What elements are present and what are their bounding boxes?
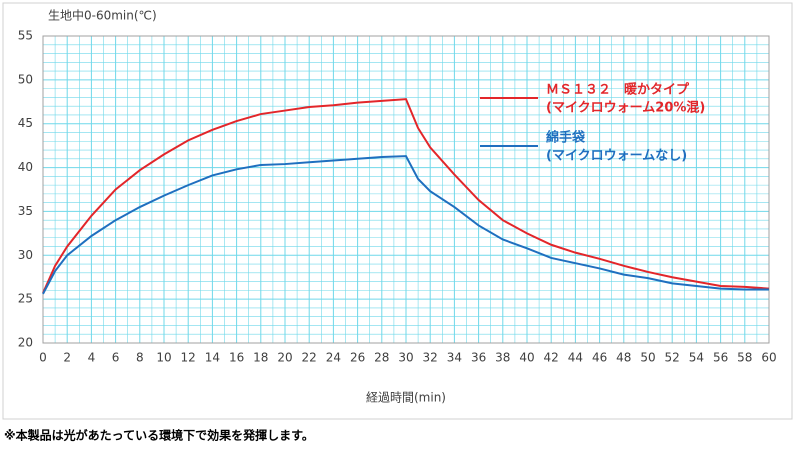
chart-title: 生地中0-60min(℃): [48, 8, 157, 23]
x-tick-label: 54: [689, 351, 704, 365]
x-tick-label: 40: [519, 351, 534, 365]
x-tick-label: 12: [181, 351, 196, 365]
x-tick-label: 48: [616, 351, 631, 365]
x-tick-label: 2: [63, 351, 71, 365]
legend-label: (マイクロウォームなし): [546, 149, 687, 164]
y-tick-label: 40: [18, 160, 33, 174]
x-tick-label: 20: [277, 351, 292, 365]
y-tick-label: 50: [18, 72, 33, 86]
x-tick-label: 0: [39, 351, 47, 365]
x-tick-label: 44: [568, 351, 583, 365]
x-tick-label: 58: [737, 351, 752, 365]
plot-border: [42, 35, 770, 344]
x-tick-label: 30: [398, 351, 413, 365]
x-tick-label: 42: [544, 351, 559, 365]
x-tick-label: 28: [374, 351, 389, 365]
x-tick-label: 22: [302, 351, 317, 365]
x-tick-label: 8: [136, 351, 144, 365]
x-tick-label: 18: [253, 351, 268, 365]
y-tick-label: 30: [18, 248, 33, 262]
y-tick-label: 20: [18, 336, 33, 350]
y-tick-label: 35: [18, 204, 33, 218]
y-tick-label: 45: [18, 116, 33, 130]
legend-label: 綿手袋: [546, 130, 586, 146]
x-tick-label: 46: [592, 351, 607, 365]
series-line: [42, 155, 769, 295]
x-tick-label: 36: [471, 351, 486, 365]
x-axis-label: 経過時間(min): [366, 391, 446, 405]
x-tick-label: 6: [112, 351, 120, 365]
footnote: ※本製品は光があたっている環境下で効果を発揮します。: [4, 428, 314, 443]
x-tick-label: 32: [423, 351, 438, 365]
x-tick-label: 60: [761, 351, 776, 365]
y-tick-label: 55: [18, 29, 33, 43]
x-tick-label: 24: [326, 351, 341, 365]
x-tick-label: 52: [665, 351, 680, 365]
legend-label: (マイクロウォーム20%混): [546, 101, 705, 116]
x-tick-label: 50: [640, 351, 655, 365]
x-tick-label: 56: [713, 351, 728, 365]
x-tick-label: 26: [350, 351, 365, 365]
x-tick-label: 4: [88, 351, 96, 365]
x-tick-label: 38: [495, 351, 510, 365]
legend-label: ＭＳ１３２ 暖かタイプ: [546, 82, 690, 98]
series-line: [42, 98, 770, 294]
x-tick-label: 10: [156, 351, 171, 365]
y-tick-label: 25: [18, 292, 33, 306]
x-tick-label: 16: [229, 351, 244, 365]
x-tick-label: 34: [447, 351, 462, 365]
x-tick-label: 14: [205, 351, 220, 365]
